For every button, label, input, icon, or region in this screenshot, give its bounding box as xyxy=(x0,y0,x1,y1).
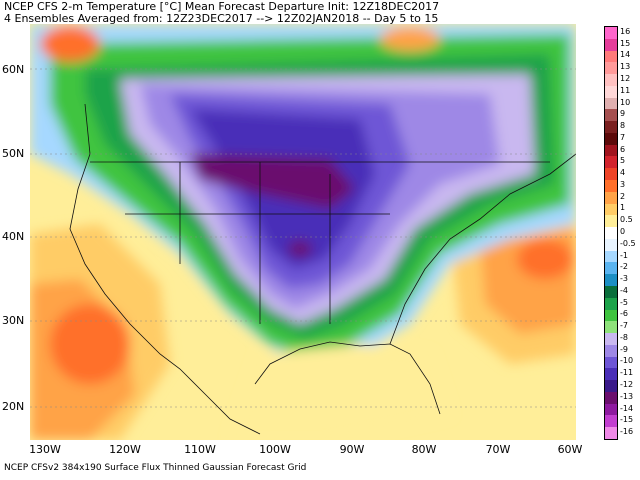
map-svg xyxy=(30,24,576,440)
chart-title-line1: NCEP CFS 2-m Temperature [°C] Mean Forec… xyxy=(4,0,440,13)
colorbar-segment xyxy=(605,344,617,358)
colorbar-segment xyxy=(605,321,617,334)
colorbar-label: -7 xyxy=(620,321,628,331)
colorbar-segment xyxy=(605,85,617,99)
colorbar-label: 11 xyxy=(620,85,631,95)
colorbar-segment xyxy=(605,415,617,428)
colorbar-segment xyxy=(605,191,617,205)
colorbar-segment xyxy=(605,368,617,381)
lon-label-70w: 70W xyxy=(485,443,511,456)
colorbar-segment xyxy=(605,132,617,146)
colorbar-label: -14 xyxy=(620,403,634,413)
temperature-anomaly-field xyxy=(30,24,576,440)
colorbar-segment xyxy=(605,97,617,110)
colorbar-segment xyxy=(605,427,617,440)
colorbar-label: 9 xyxy=(620,109,626,119)
colorbar-segment xyxy=(605,391,617,405)
colorbar-segment xyxy=(605,180,617,193)
colorbar-segment xyxy=(605,27,617,40)
colorbar-segment xyxy=(605,274,617,287)
lon-label-130w: 130W xyxy=(29,443,61,456)
colorbar-segment xyxy=(605,309,617,322)
colorbar-segment xyxy=(605,38,617,52)
lon-label-120w: 120W xyxy=(109,443,141,456)
colorbar-label: 4 xyxy=(620,168,626,178)
colorbar-label: -2 xyxy=(620,262,628,272)
colorbar-label: 0 xyxy=(620,227,626,236)
colorbar-label: -16 xyxy=(620,427,634,437)
colorbar-segment xyxy=(605,215,617,228)
colorbar-label: -12 xyxy=(620,380,634,390)
colorbar-segment xyxy=(605,262,617,275)
colorbar-segment xyxy=(605,297,617,310)
footer-grid-note: NCEP CFSv2 384x190 Surface Flux Thinned … xyxy=(4,463,307,473)
colorbar-label: 14 xyxy=(620,50,631,60)
colorbar-label: -9 xyxy=(620,344,628,354)
lon-label-80w: 80W xyxy=(411,443,437,456)
colorbar-label: 16 xyxy=(620,26,631,36)
colorbar-segment xyxy=(605,109,617,122)
colorbar-label: 15 xyxy=(620,38,631,48)
colorbar-label: -0.5 xyxy=(620,238,636,248)
lon-label-100w: 100W xyxy=(259,443,291,456)
colorbar-segment xyxy=(605,238,617,252)
lon-label-60w: 60W xyxy=(557,443,583,456)
lat-label-40n: 40N xyxy=(2,230,25,243)
colorbar-label: 10 xyxy=(620,97,631,107)
colorbar-label: 8 xyxy=(620,121,626,131)
colorbar-segment xyxy=(605,227,617,240)
colorbar-segment xyxy=(605,62,617,75)
colorbar-segment xyxy=(605,50,617,63)
colorbar-segment xyxy=(605,250,617,263)
colorbar-segment xyxy=(605,333,617,346)
chart-title-line2: 4 Ensembles Averaged from: 12Z23DEC2017 … xyxy=(4,12,439,25)
colorbar-label: 3 xyxy=(620,179,626,189)
colorbar-label: 13 xyxy=(620,62,631,72)
colorbar-segment xyxy=(605,285,617,299)
colorbar-segment xyxy=(605,356,617,369)
lon-label-90w: 90W xyxy=(339,443,365,456)
colorbar-label: 6 xyxy=(620,144,626,154)
colorbar-label: -15 xyxy=(620,415,634,425)
forecast-map xyxy=(30,24,576,440)
lat-label-20n: 20N xyxy=(2,400,25,413)
colorbar-label: -4 xyxy=(620,285,628,295)
colorbar-label: 5 xyxy=(620,156,626,166)
colorbar-label: 12 xyxy=(620,73,631,83)
colorbar-segment xyxy=(605,403,617,416)
colorbar-label: -8 xyxy=(620,332,628,342)
colorbar-label: 1 xyxy=(620,203,626,213)
lat-label-60n: 60N xyxy=(2,63,25,76)
colorbar-segment xyxy=(605,203,617,216)
colorbar-label: -13 xyxy=(620,391,634,401)
colorbar-label: -10 xyxy=(620,356,634,366)
colorbar-label: 0.5 xyxy=(620,215,633,225)
colorbar-label: -3 xyxy=(620,274,628,284)
lon-label-110w: 110W xyxy=(184,443,216,456)
colorbar-segment xyxy=(605,144,617,157)
colorbar-label: -5 xyxy=(620,297,628,307)
lat-label-50n: 50N xyxy=(2,147,25,160)
colorbar-label: -6 xyxy=(620,309,628,319)
colorbar-label: 2 xyxy=(620,191,626,201)
lat-label-30n: 30N xyxy=(2,314,25,327)
map-outlines xyxy=(69,103,576,435)
colorbar-label: -11 xyxy=(620,368,634,378)
colorbar-segment xyxy=(605,156,617,169)
colorbar-segment xyxy=(605,74,617,87)
colorbar-label: -1 xyxy=(620,250,628,260)
colorbar-segment xyxy=(605,121,617,134)
colorbar-segment xyxy=(605,380,617,393)
colorbar-label: 7 xyxy=(620,132,626,142)
colorbar xyxy=(604,26,618,440)
map-grid xyxy=(30,68,576,408)
colorbar-segment xyxy=(605,168,617,181)
